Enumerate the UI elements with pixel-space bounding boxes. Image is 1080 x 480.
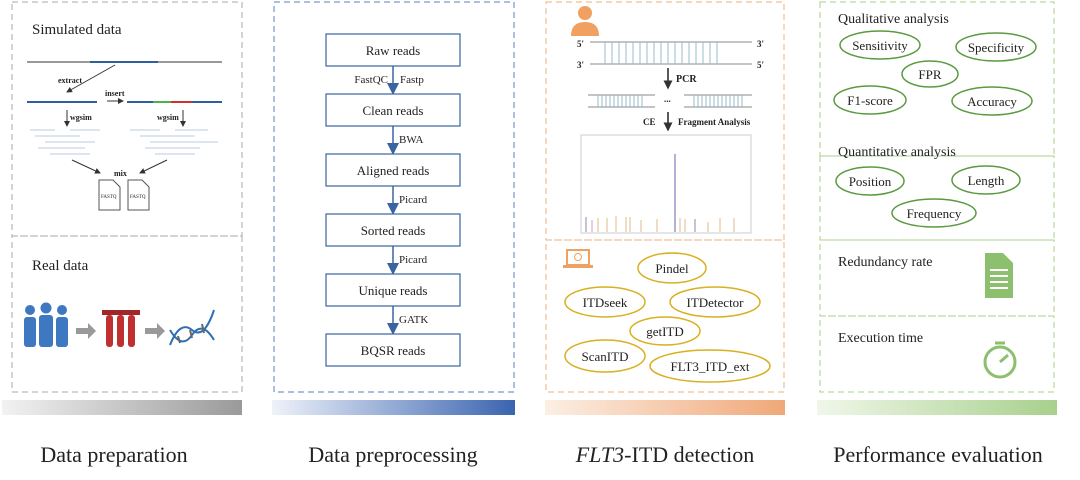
stopwatch-icon: [983, 341, 1017, 379]
step-box: [325, 33, 461, 67]
step-label: Raw reads: [366, 43, 421, 58]
panel-performance-evaluation: Qualitative analysis Quantitative analys…: [817, 1, 1057, 415]
step-label: BQSR reads: [361, 343, 426, 358]
tool-ellipse: [564, 286, 646, 318]
label-3prime: 3': [577, 60, 584, 70]
tool-label: FastQC: [354, 74, 388, 86]
tool-ellipse: [669, 286, 761, 318]
label-5prime: 5': [577, 39, 584, 49]
gradient-bar: [2, 400, 242, 415]
step-label: Sorted reads: [361, 223, 426, 238]
qualitative-title: Qualitative analysis: [838, 12, 949, 27]
tool-name: Pindel: [655, 261, 689, 276]
metric-ellipse: [955, 32, 1037, 62]
metric-ellipse: [891, 198, 977, 228]
label-data-preparation: Data preparation: [40, 442, 187, 467]
dna-strand: [604, 42, 718, 64]
tool-label: Fastp: [400, 74, 424, 86]
arrow-icon: [76, 323, 96, 339]
pcr-label: PCR: [676, 74, 697, 85]
label-5prime: 5': [757, 60, 764, 70]
metric-label: FPR: [918, 67, 941, 82]
metric-label: Sensitivity: [852, 38, 908, 53]
step-box: [325, 213, 461, 247]
step-box: [325, 153, 461, 187]
svg-text:FASTQ: FASTQ: [101, 195, 117, 200]
people-icon: [24, 302, 68, 347]
test-tubes-icon: [102, 310, 140, 347]
reads-lines: [30, 129, 218, 155]
gradient-bar: [817, 400, 1057, 415]
metric-ellipse: [835, 166, 905, 196]
svg-text:FASTQ: FASTQ: [130, 195, 146, 200]
wgsim-label-left: wgsim: [70, 113, 92, 122]
metric-ellipse: [951, 165, 1021, 195]
metric-label: Length: [968, 173, 1005, 188]
simulated-box: [11, 1, 243, 237]
document-icon: [985, 253, 1013, 298]
tool-name: ITDetector: [686, 295, 744, 310]
tool-ellipse: [629, 316, 701, 346]
tool-name: ITDseek: [583, 295, 628, 310]
fastq-file-icon: FASTQ FASTQ: [98, 179, 150, 211]
tool-name: getITD: [646, 324, 684, 339]
fragment-analysis-label: Fragment Analysis: [678, 117, 751, 127]
panel-flt3-itd-detection: 5' 3' 3' 5' PCR ... CE Fragment Analysis…: [545, 1, 785, 415]
step-label: Unique reads: [359, 283, 428, 298]
redundancy-title: Redundancy rate: [838, 255, 932, 270]
metric-ellipse: [901, 60, 959, 88]
step-box: [325, 333, 461, 367]
metric-ellipse: [839, 30, 921, 60]
step-box: [325, 273, 461, 307]
tool-ellipse: [637, 252, 707, 284]
metric-label: Specificity: [968, 40, 1025, 55]
real-title: Real data: [32, 258, 89, 274]
label-3prime: 3': [757, 39, 764, 49]
insert-label: insert: [105, 89, 125, 98]
tool-name: FLT3_ITD_ext: [671, 359, 750, 374]
tool-label: GATK: [399, 314, 428, 326]
panel-data-preparation: Simulated data extract insert wgsim wgsi…: [2, 1, 243, 415]
metric-ellipse: [951, 86, 1033, 116]
metric-label: Frequency: [907, 206, 962, 221]
simulated-title: Simulated data: [32, 22, 122, 38]
tool-label: BWA: [399, 134, 424, 146]
execution-title: Execution time: [838, 331, 923, 346]
metric-ellipse: [833, 85, 907, 115]
gradient-bar: [272, 400, 515, 415]
scientist-icon: [571, 6, 599, 36]
step-label: Aligned reads: [357, 163, 430, 178]
label-flt3-itd-detection: FLT3-ITD detection: [575, 442, 755, 467]
wgsim-label-right: wgsim: [157, 113, 179, 122]
tool-name: ScanITD: [582, 349, 629, 364]
electropherogram: [580, 134, 752, 234]
metric-label: F1-score: [847, 93, 893, 108]
label-performance-evaluation: Performance evaluation: [833, 442, 1043, 467]
real-box: [11, 235, 243, 393]
step-label: Clean reads: [362, 103, 423, 118]
panel-data-preprocessing: Raw reads FastQC Fastp Clean reads BWA Aligne…: [272, 1, 515, 415]
metric-label: Accuracy: [967, 94, 1017, 109]
quantitative-title: Quantitative analysis: [838, 145, 956, 160]
arrow-icon: [145, 323, 165, 339]
tool-ellipse: [649, 349, 771, 383]
extract-label: extract: [58, 76, 82, 85]
metric-label: Position: [849, 174, 892, 189]
label-data-preprocessing: Data preprocessing: [308, 442, 477, 467]
tool-label: Picard: [399, 194, 428, 206]
ellipsis: ...: [664, 94, 671, 104]
gradient-bar: [545, 400, 785, 415]
mix-label: mix: [114, 169, 127, 178]
ce-label: CE: [643, 117, 656, 127]
tool-ellipse: [564, 339, 646, 373]
computer-icon: [563, 249, 593, 268]
dna-icon: [169, 309, 215, 346]
tool-label: Picard: [399, 254, 428, 266]
